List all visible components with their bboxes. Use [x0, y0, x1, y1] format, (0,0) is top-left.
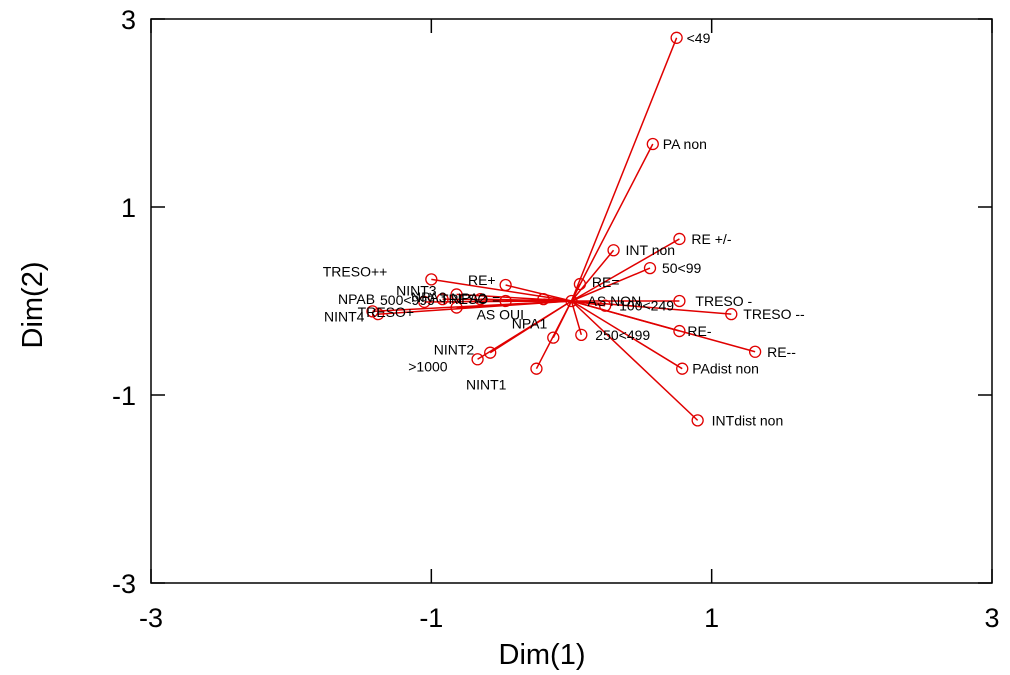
vector-rays	[372, 37, 756, 421]
y-tick-label: 3	[121, 5, 136, 35]
point-label: TRESO+	[358, 304, 414, 320]
point-label: AS NON	[588, 293, 642, 309]
vector-ray	[570, 283, 581, 302]
point-label: RE+	[468, 272, 496, 288]
x-tick-label: 3	[984, 603, 999, 633]
x-tick-label: -3	[139, 603, 163, 633]
point-label: INT non	[626, 242, 676, 258]
x-tick-label: -1	[419, 603, 443, 633]
point-marker	[436, 292, 449, 306]
point-label: RE +/-	[691, 231, 731, 247]
point-marker	[676, 362, 689, 375]
vector-ray	[424, 300, 572, 303]
vector-ray	[570, 37, 678, 302]
vector-ray	[570, 143, 654, 302]
point-marker	[537, 292, 550, 306]
point-marker	[673, 324, 686, 338]
point-markers	[366, 31, 762, 427]
point-marker	[643, 261, 657, 275]
point-label: PAdist non	[692, 361, 759, 377]
point-marker	[565, 294, 578, 308]
axis-ticks: -3 -1 1 3 -3 -1 1 3	[112, 5, 1000, 633]
point-label: TRESO --	[743, 306, 805, 322]
point-marker	[598, 299, 612, 312]
vector-ray	[543, 298, 572, 302]
point-marker	[499, 294, 512, 308]
point-marker	[646, 137, 659, 151]
point-label: NINT3	[396, 282, 437, 298]
point-label: NPA1	[512, 316, 548, 332]
overlap-label: NPA3	[411, 289, 447, 305]
point-marker	[575, 328, 588, 341]
point-label: NINT2	[434, 342, 475, 358]
point-label: RE=	[592, 274, 620, 290]
point-label: <49	[687, 30, 711, 46]
point-marker	[499, 278, 512, 292]
overlap-labels: NPAB 500<999 NPA3 TRESO =	[338, 289, 500, 308]
overlap-label: NPAB	[338, 291, 375, 307]
point-marker	[530, 362, 543, 375]
vector-ray	[571, 238, 680, 302]
point-label: INTdist non	[712, 412, 784, 428]
y-axis-title: Dim(2)	[17, 262, 49, 349]
point-marker	[425, 273, 438, 286]
point-marker	[418, 295, 431, 309]
point-marker	[547, 331, 560, 344]
overlap-label: 500<999	[380, 292, 435, 308]
point-label: 250<499	[595, 327, 650, 343]
point-label: PA non	[663, 136, 707, 152]
point-marker	[691, 414, 704, 427]
vector-ray	[570, 249, 615, 302]
vector-ray	[372, 300, 572, 313]
point-marker	[484, 346, 497, 359]
point-label: RE--	[767, 344, 796, 360]
vector-ray	[571, 300, 732, 315]
y-tick-label: -3	[112, 569, 136, 599]
point-label: 50<99	[662, 260, 702, 276]
plot-frame	[150, 18, 993, 584]
point-marker	[474, 292, 487, 306]
point-label: NPA2	[451, 290, 487, 306]
y-tick-label: -1	[112, 381, 136, 411]
point-marker	[670, 31, 683, 44]
point-marker	[573, 277, 587, 291]
point-marker	[366, 305, 379, 318]
point-label: >1000	[408, 358, 448, 374]
point-label: RE-	[687, 323, 711, 339]
vector-ray	[535, 300, 573, 370]
y-tick-label: 1	[121, 193, 136, 223]
vector-ray	[477, 300, 572, 360]
point-label: TRESO -	[695, 293, 752, 309]
point-marker	[450, 301, 463, 314]
vector-ray	[571, 300, 683, 370]
vector-ray	[571, 300, 756, 353]
point-marker	[371, 308, 385, 321]
vector-ray	[571, 267, 651, 302]
vector-ray	[505, 284, 572, 302]
x-tick-label: 1	[704, 603, 719, 633]
point-marker	[748, 345, 762, 358]
point-marker	[673, 294, 686, 308]
point-label: 100<249	[619, 298, 674, 314]
overlap-label: TRESO =	[440, 291, 500, 307]
point-labels: <49 PA non RE +/- INT non 50<99 RE= AS NON100<…	[323, 30, 805, 429]
point-marker	[450, 288, 463, 301]
x-axis-title: Dim(1)	[499, 639, 586, 671]
point-marker	[471, 353, 484, 366]
point-label: NINT4	[324, 308, 365, 324]
point-label: NINT1	[466, 377, 507, 393]
point-marker	[607, 244, 620, 257]
point-label: AS OUI	[477, 307, 524, 323]
point-marker	[725, 308, 738, 321]
point-marker	[673, 232, 686, 246]
point-label: TRESO++	[323, 263, 388, 279]
vector-ray	[570, 300, 699, 421]
